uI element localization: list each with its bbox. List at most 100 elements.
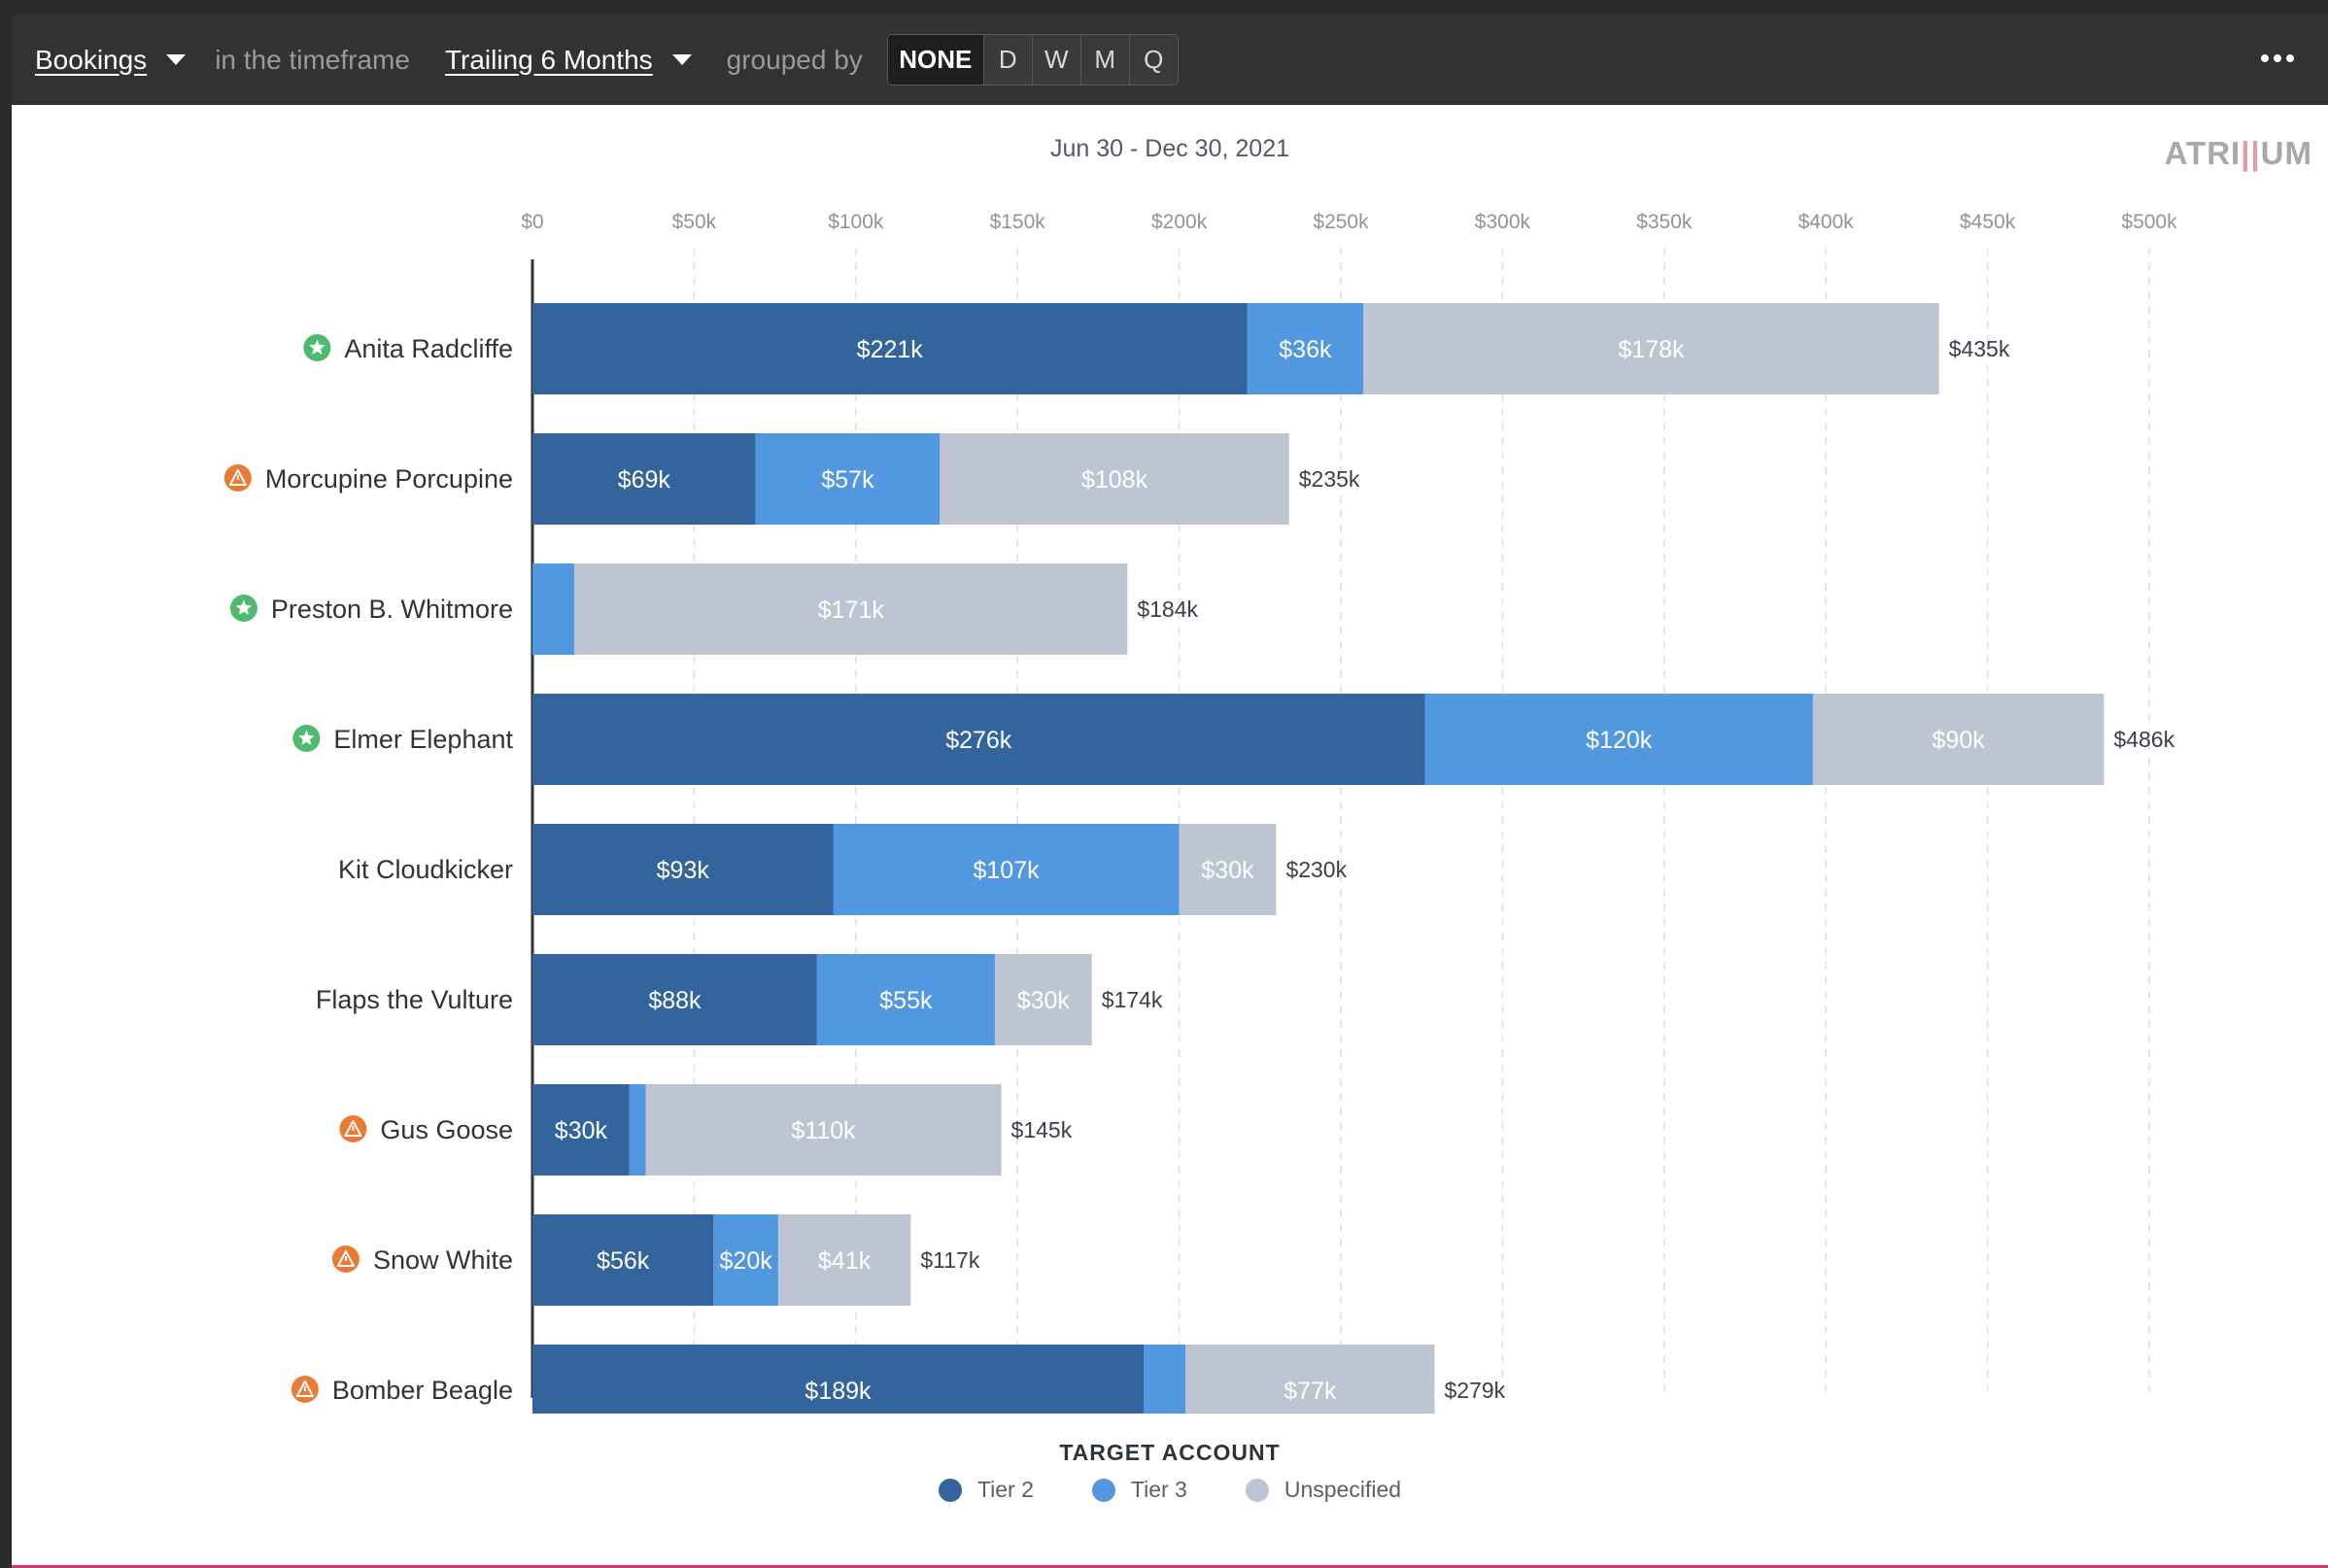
bar-segment-unspecified[interactable] <box>574 563 1128 655</box>
legend-item-tier-2[interactable]: Tier 2 <box>938 1477 1034 1503</box>
category-label: Flaps the Vulture <box>316 985 513 1014</box>
bar-value-label: $56k <box>597 1247 650 1275</box>
timeframe-chevron-down-icon[interactable] <box>671 54 692 65</box>
category-label: Kit Cloudkicker <box>338 855 513 884</box>
timeframe-prefix: in the timeframe <box>215 44 410 75</box>
bar-segment-tier-3[interactable] <box>713 1214 778 1306</box>
warning-icon <box>223 464 252 492</box>
bar-segment-tier-2[interactable] <box>532 1214 714 1306</box>
bar-segment-tier-3[interactable] <box>755 433 941 525</box>
bar-total-label: $145k <box>1011 1117 1073 1142</box>
bar-segment-tier-2[interactable] <box>532 1345 1144 1414</box>
bar-total-label: $230k <box>1285 857 1347 882</box>
bar-segment-unspecified[interactable] <box>1812 694 2105 785</box>
bar-total-label: $486k <box>2113 727 2174 752</box>
bar-segment-unspecified[interactable] <box>1185 1345 1435 1414</box>
bar-segment-unspecified[interactable] <box>940 433 1289 525</box>
x-tick-label: $500k <box>2121 211 2177 233</box>
bar-segment-unspecified[interactable] <box>994 954 1092 1045</box>
x-tick-label: $50k <box>672 211 717 233</box>
bars <box>532 303 2105 1414</box>
star-icon <box>229 595 257 622</box>
bar-segment-unspecified[interactable] <box>1363 303 1939 394</box>
bar-value-label: $30k <box>555 1117 608 1144</box>
x-tick-label: $250k <box>1313 211 1369 233</box>
x-tick-label: $300k <box>1475 211 1531 233</box>
bar-segment-tier-2[interactable] <box>532 954 817 1045</box>
bar-segment-tier-2[interactable] <box>532 433 756 525</box>
bar-segment-tier-3[interactable] <box>1424 694 1813 785</box>
bottom-accent-line <box>12 1565 2328 1568</box>
x-tick-label: $450k <box>1960 211 2016 233</box>
bar-segment-tier-3[interactable] <box>1247 303 1364 394</box>
grouping-month-button[interactable]: M <box>1079 35 1129 85</box>
bar-value-label: $107k <box>973 857 1040 884</box>
unspecified-swatch-icon <box>1245 1478 1269 1502</box>
bar-value-label: $110k <box>791 1117 856 1144</box>
bar-segment-unspecified[interactable] <box>777 1214 911 1306</box>
x-tick-label: $0 <box>521 211 543 233</box>
category-label: Anita Radcliffe <box>344 334 513 363</box>
bar-value-label: $55k <box>879 987 933 1014</box>
bar-value-label: $30k <box>1201 857 1254 884</box>
legend-label-unspecified: Unspecified <box>1284 1477 1402 1502</box>
grouping-day-button[interactable]: D <box>982 35 1032 85</box>
bar-segment-tier-2[interactable] <box>532 1084 630 1176</box>
bar-value-label: $41k <box>818 1247 872 1275</box>
bar-value-label: $93k <box>657 857 710 884</box>
report-toolbar: Bookings in the timeframe Trailing 6 Mon… <box>12 15 2328 105</box>
bar-segment-tier-3[interactable] <box>532 563 575 655</box>
bar-segment-tier-3[interactable] <box>629 1084 646 1176</box>
bar-segment-tier-3[interactable] <box>816 954 995 1045</box>
bar-value-label: $90k <box>1933 727 1986 754</box>
x-tick-label: $200k <box>1151 211 1208 233</box>
bar-total-label: $435k <box>1949 336 2010 361</box>
tier-2-swatch-icon <box>938 1478 962 1502</box>
bar-total-label: $174k <box>1102 987 1163 1012</box>
bar-segment-tier-2[interactable] <box>532 694 1425 785</box>
timeframe-selector[interactable]: Trailing 6 Months <box>444 44 653 75</box>
category-label: Bomber Beagle <box>332 1376 513 1405</box>
more-options-icon[interactable] <box>2248 34 2307 83</box>
grouping-none-button[interactable]: NONE <box>887 35 983 85</box>
warning-icon <box>291 1376 319 1403</box>
bar-total-label: $117k <box>920 1247 979 1273</box>
x-tick-label: $100k <box>828 211 884 233</box>
bookings-bar-chart: $0 $50k $100k $150k $200k $250k $300k $350k $400… <box>223 211 2177 1414</box>
legend-title: TARGET ACCOUNT <box>1059 1440 1281 1465</box>
category-label: Gus Goose <box>380 1115 513 1144</box>
bar-segment-unspecified[interactable] <box>645 1084 1002 1176</box>
bar-segment-tier-2[interactable] <box>532 303 1248 394</box>
grouping-quarter-button[interactable]: Q <box>1128 35 1178 85</box>
category-label: Snow White <box>373 1245 513 1275</box>
bar-value-label: $221k <box>857 336 924 363</box>
bar-value-label: $57k <box>821 466 874 494</box>
metric-selector[interactable]: Bookings <box>35 44 148 75</box>
bar-value-label: $69k <box>618 466 671 494</box>
bar-value-label: $189k <box>805 1378 872 1405</box>
category-label: Morcupine Porcupine <box>265 464 513 494</box>
legend-item-tier-3[interactable]: Tier 3 <box>1091 1477 1187 1503</box>
bar-value-label: $276k <box>945 727 1012 754</box>
metric-chevron-down-icon[interactable] <box>166 54 187 65</box>
category-label: Preston B. Whitmore <box>271 595 513 624</box>
star-icon <box>303 334 331 361</box>
bar-segment-tier-2[interactable] <box>532 824 834 915</box>
bar-segment-unspecified[interactable] <box>1179 824 1277 915</box>
grouping-selector: NONE D W M Q <box>886 34 1179 85</box>
x-tick-label: $150k <box>990 211 1046 233</box>
bar-value-label: $171k <box>818 597 885 624</box>
chart-title: Jun 30 - Dec 30, 2021 <box>1050 135 1289 162</box>
bar-segment-tier-3[interactable] <box>1143 1345 1186 1414</box>
bar-value-label: $30k <box>1017 987 1071 1014</box>
chart-legend: Tier 2 Tier 3 Unspecified <box>12 1477 2328 1503</box>
bar-value-label: $77k <box>1284 1378 1337 1405</box>
bar-segment-tier-3[interactable] <box>833 824 1180 915</box>
legend-label-tier-3: Tier 3 <box>1130 1477 1187 1502</box>
grouping-week-button[interactable]: W <box>1031 35 1080 85</box>
bar-value-label: $36k <box>1279 336 1332 363</box>
tier-3-swatch-icon <box>1091 1478 1115 1502</box>
grouped-by-prefix: grouped by <box>726 44 863 75</box>
legend-item-unspecified[interactable]: Unspecified <box>1245 1477 1402 1503</box>
x-tick-label: $350k <box>1636 211 1693 233</box>
